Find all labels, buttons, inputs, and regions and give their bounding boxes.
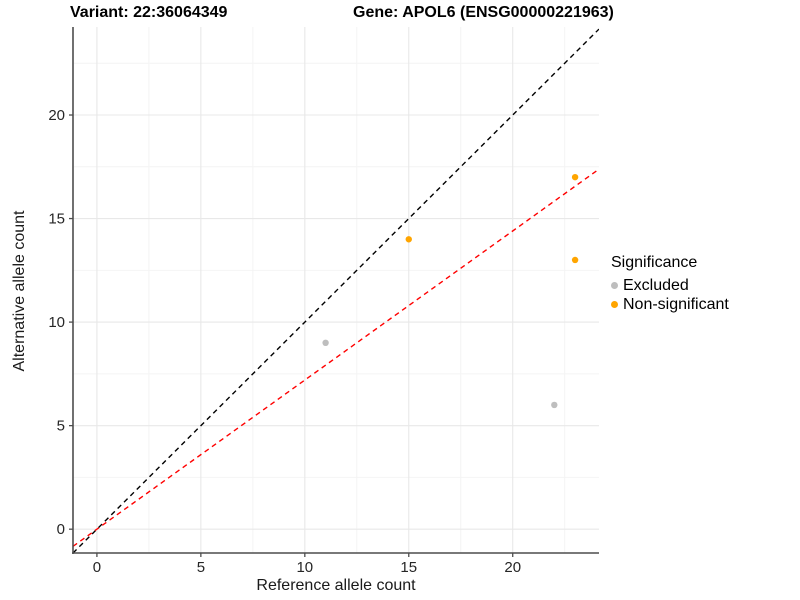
x-tick-label: 0 <box>93 559 101 576</box>
legend-title: Significance <box>611 254 698 271</box>
legend-item-non-significant: Non-significant <box>611 295 729 314</box>
legend-label-non-significant: Non-significant <box>623 296 729 313</box>
legend: Significance Excluded Non-significant <box>611 254 729 314</box>
y-tick-label: 10 <box>48 314 65 331</box>
variant-title: Variant: 22:36064349 <box>70 4 228 21</box>
data-point-excluded <box>322 339 329 347</box>
data-point-non-significant <box>405 236 412 243</box>
expected-ratio-line <box>73 168 599 547</box>
x-tick-label: 10 <box>296 559 313 576</box>
data-point-non-significant <box>571 256 579 264</box>
gene-title: Gene: APOL6 (ENSG00000221963) <box>353 4 614 21</box>
x-tick-label: 5 <box>197 559 205 576</box>
data-point-excluded <box>551 401 558 409</box>
y-tick-label: 5 <box>57 418 65 435</box>
y-tick-label: 0 <box>57 521 65 538</box>
x-tick-label: 20 <box>504 559 521 576</box>
y-tick-label: 15 <box>48 211 65 228</box>
identity-line <box>73 28 599 553</box>
y-axis-title: Alternative allele count <box>11 210 28 372</box>
x-tick-label: 15 <box>400 559 417 576</box>
y-tick-label: 20 <box>48 107 65 124</box>
excluded-dot-icon <box>611 282 618 289</box>
legend-label-excluded: Excluded <box>623 277 689 294</box>
legend-item-excluded: Excluded <box>611 276 729 295</box>
x-axis-title: Reference allele count <box>256 577 416 594</box>
non-significant-dot-icon <box>611 301 618 308</box>
data-point-non-significant <box>571 173 579 181</box>
